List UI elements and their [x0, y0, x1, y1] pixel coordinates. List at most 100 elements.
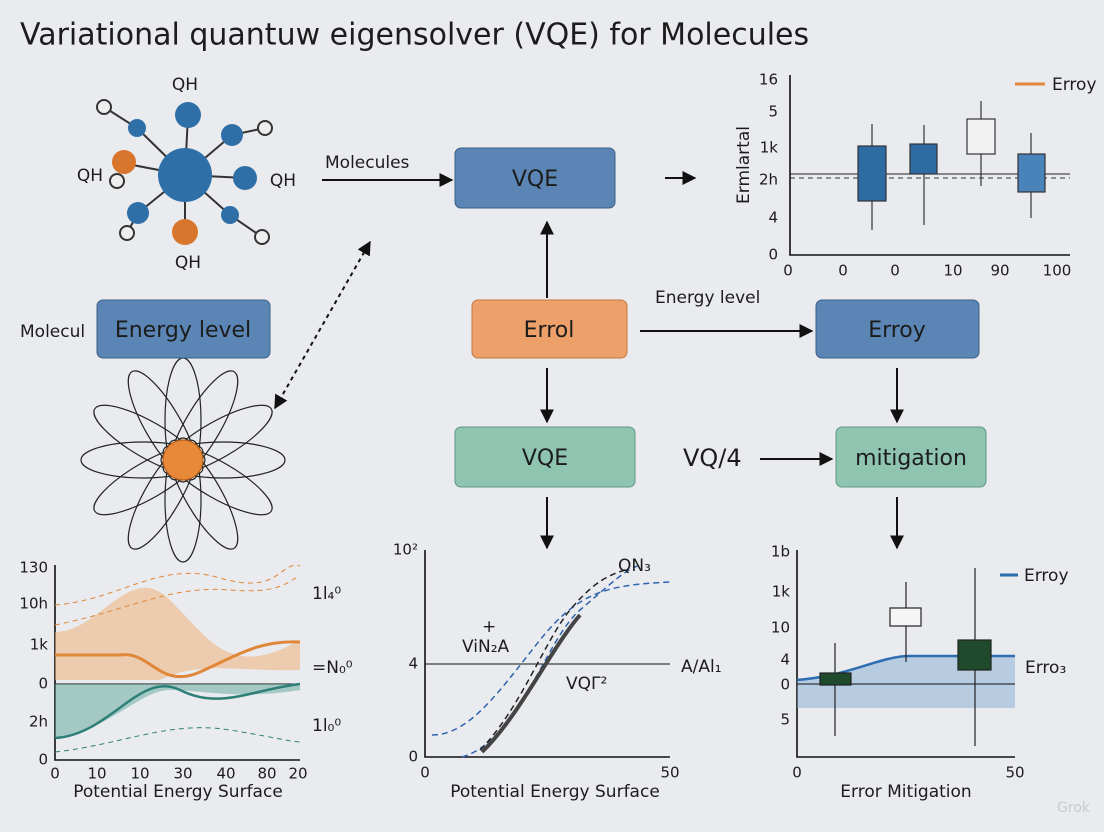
annotation: QN₃ [618, 556, 651, 576]
circle-shape [96, 99, 112, 115]
y-tick-label: 10h [19, 595, 48, 613]
ellipse-shape [93, 404, 204, 476]
node-box [835, 426, 987, 488]
circle-shape [221, 206, 239, 224]
y-tick-label: 4 [780, 651, 790, 669]
ellipse-shape [162, 444, 273, 516]
edge-label: Energy level [655, 288, 760, 308]
x-tick-label: 10 [130, 765, 149, 783]
x-tick-label: 100 [1043, 262, 1072, 280]
circle-shape [233, 166, 257, 190]
ellipse-shape [127, 370, 199, 481]
g-shape [857, 101, 1046, 230]
y-tick-label: 0 [38, 751, 48, 769]
x-tick-label: 0 [890, 262, 900, 280]
rect-shape [889, 607, 922, 627]
ellipse-shape [164, 437, 202, 563]
area [55, 587, 300, 680]
atom-label: QH [172, 75, 198, 95]
legend-label: Erroy [1052, 75, 1097, 95]
circle-shape [158, 148, 212, 202]
chart-4: Erroy Erro₃ Error Mitigation [796, 550, 1069, 802]
ellipse-shape [167, 370, 239, 481]
x-tick-label: 0 [50, 765, 60, 783]
y-tick-label: 10 [771, 619, 790, 637]
legend-label: Erroy [1024, 566, 1069, 586]
y-tick-label: 1k [30, 636, 49, 654]
node-label: Errol [524, 318, 575, 343]
circle-shape [254, 229, 270, 245]
y-tick-label: 130 [19, 559, 48, 577]
x-tick-label: 0 [792, 764, 802, 782]
node-box [454, 426, 636, 488]
axis [54, 565, 300, 761]
g-shape [80, 357, 286, 563]
orbital-flower [80, 357, 286, 563]
circle-shape [119, 225, 135, 241]
circle-shape [109, 173, 125, 189]
atom-label: QH [270, 171, 296, 191]
circle-shape [257, 120, 273, 136]
circle-shape [221, 124, 243, 146]
node-label: VQE [512, 167, 558, 192]
x-tick-label: 0 [420, 764, 430, 782]
ellipse-shape [160, 441, 286, 479]
node-label: mitigation [855, 446, 967, 471]
node-box [96, 299, 271, 359]
y-tick-label: 5 [780, 711, 790, 729]
chart-1: Erroy Ermlartal [734, 75, 1097, 256]
x-tick-label: 50 [1005, 764, 1024, 782]
axis [424, 550, 670, 758]
x-tick-label: 10 [87, 765, 106, 783]
rect-shape [909, 143, 938, 175]
axis [796, 550, 1015, 758]
y-tick-label: 10² [393, 541, 418, 559]
rect-shape [857, 145, 887, 202]
y-tick-label: 1k [772, 583, 791, 601]
area [55, 684, 300, 738]
curve [479, 569, 626, 751]
x-tick-label: 20 [288, 765, 307, 783]
chart-3: QN₃ + ViN₂A A/Al₁ VQΓ² Potential Energy … [424, 550, 722, 802]
x-tick-label: 40 [216, 765, 235, 783]
y-tick-label: 5 [768, 103, 778, 121]
rect-shape [1017, 153, 1046, 193]
node-box [815, 299, 980, 359]
axis-title: Potential Energy Surface [450, 782, 660, 802]
edge-label: VQ/4 [683, 444, 742, 472]
x-tick-label: 10 [943, 262, 962, 280]
curve [54, 564, 301, 626]
x-tick-label: 80 [257, 765, 276, 783]
axis-title: Error Mitigation [840, 782, 971, 802]
chart-2: 1l₄⁰ =N₀⁰ 1l₀⁰ Potential Energy Surface [54, 564, 353, 802]
rect-shape [819, 672, 852, 686]
molecule [96, 99, 273, 245]
y-tick-label: 0 [408, 748, 418, 766]
y-tick-label: 0 [768, 246, 778, 264]
curve [480, 613, 582, 754]
annotation: VQΓ² [566, 674, 607, 694]
y-tick-label: 1k [760, 139, 779, 157]
node-box [471, 299, 628, 359]
circle-shape [172, 219, 198, 245]
x-tick-label: 30 [173, 765, 192, 783]
circle-shape [162, 439, 204, 481]
side-label: Molecul [20, 322, 85, 342]
ellipse-shape [80, 441, 206, 479]
atom-label: QH [77, 166, 103, 186]
g-shape [819, 568, 992, 746]
node-label: Energy level [115, 318, 251, 343]
rect-shape [966, 118, 996, 155]
y-tick-label: 0 [38, 675, 48, 693]
axis [789, 75, 1070, 256]
annotation: 1l₀⁰ [312, 716, 341, 736]
axis-title: Potential Energy Surface [73, 782, 283, 802]
node-box [454, 147, 616, 209]
curve [55, 640, 301, 679]
atom-label: QH [175, 253, 201, 273]
y-tick-label: 16 [759, 71, 778, 89]
annotation: + [482, 617, 496, 637]
circle-shape [112, 150, 136, 174]
